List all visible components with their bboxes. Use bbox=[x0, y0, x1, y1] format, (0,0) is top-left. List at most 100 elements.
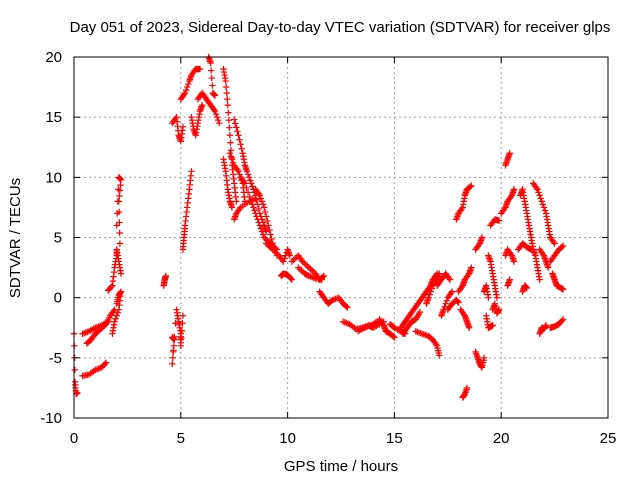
x-tick-label: 20 bbox=[493, 430, 510, 447]
data-point-marker bbox=[493, 294, 501, 301]
data-point-marker bbox=[237, 141, 244, 148]
data-point-marker bbox=[265, 222, 272, 229]
data-point-marker bbox=[212, 110, 220, 118]
data-point-marker bbox=[298, 267, 305, 274]
data-point-marker bbox=[539, 201, 547, 208]
data-point-marker bbox=[209, 82, 216, 89]
data-point-marker bbox=[247, 177, 254, 184]
data-point-marker bbox=[236, 205, 243, 213]
data-point-marker bbox=[117, 176, 125, 183]
data-point-marker bbox=[236, 136, 243, 143]
data-point-marker bbox=[258, 228, 266, 235]
data-point-marker bbox=[506, 150, 513, 157]
y-tick-label: -10 bbox=[40, 410, 62, 427]
data-point-marker bbox=[181, 89, 189, 97]
series-s8 bbox=[160, 272, 170, 289]
data-point-marker bbox=[243, 168, 251, 175]
data-point-marker bbox=[117, 270, 125, 277]
series-s30 bbox=[376, 316, 398, 341]
data-point-marker bbox=[288, 276, 296, 283]
data-point-marker bbox=[115, 198, 123, 205]
data-point-marker bbox=[177, 342, 184, 349]
series-s26 bbox=[295, 264, 325, 283]
data-point-marker bbox=[258, 198, 266, 205]
data-point-marker bbox=[116, 229, 123, 237]
data-point-marker bbox=[425, 294, 432, 301]
data-point-marker bbox=[281, 255, 288, 262]
data-point-marker bbox=[290, 256, 297, 264]
y-tick-label: -5 bbox=[49, 350, 62, 367]
series-s60 bbox=[549, 270, 567, 293]
series-s21 bbox=[231, 195, 259, 223]
data-point-marker bbox=[196, 65, 204, 73]
data-point-marker bbox=[252, 195, 259, 203]
data-point-marker bbox=[207, 59, 214, 67]
series-s29 bbox=[354, 318, 387, 335]
data-point-marker bbox=[224, 101, 231, 109]
series-s62 bbox=[547, 316, 567, 331]
data-point-marker bbox=[226, 124, 233, 131]
data-point-marker bbox=[113, 312, 120, 319]
data-point-marker bbox=[506, 276, 513, 283]
data-point-marker bbox=[463, 384, 471, 392]
data-point-marker bbox=[286, 252, 293, 259]
data-point-marker bbox=[244, 171, 252, 178]
data-point-marker bbox=[527, 246, 535, 253]
data-point-marker bbox=[526, 245, 534, 253]
data-point-marker bbox=[264, 217, 271, 225]
series-s12 bbox=[179, 168, 195, 253]
series-s10 bbox=[169, 113, 187, 145]
series-s46 bbox=[483, 312, 496, 331]
data-point-marker bbox=[178, 327, 186, 334]
data-point-marker bbox=[251, 207, 258, 214]
data-point-marker bbox=[495, 306, 503, 313]
data-point-marker bbox=[240, 178, 248, 186]
series-s22 bbox=[252, 186, 281, 259]
series-s47 bbox=[487, 216, 503, 229]
data-point-marker bbox=[254, 201, 261, 208]
data-point-marker bbox=[227, 139, 234, 146]
data-point-marker bbox=[318, 276, 325, 283]
series-s49 bbox=[489, 300, 503, 317]
data-point-marker bbox=[485, 294, 492, 301]
data-point-marker bbox=[198, 101, 206, 109]
x-tick-label: 25 bbox=[600, 430, 617, 447]
data-point-marker bbox=[213, 113, 221, 121]
data-point-marker bbox=[551, 240, 558, 247]
data-point-marker bbox=[343, 303, 350, 310]
data-point-marker bbox=[116, 187, 124, 194]
data-point-marker bbox=[288, 258, 296, 265]
data-point-marker bbox=[116, 192, 123, 200]
series-s50 bbox=[498, 186, 518, 217]
y-tick-label: 0 bbox=[54, 290, 62, 307]
series-s27 bbox=[316, 288, 351, 311]
data-point-marker bbox=[542, 322, 550, 329]
data-point-marker bbox=[102, 359, 110, 366]
series-s54 bbox=[517, 186, 543, 283]
y-tick-label: 15 bbox=[45, 109, 62, 126]
data-point-marker bbox=[427, 288, 434, 295]
data-point-marker bbox=[180, 91, 188, 98]
data-point-marker bbox=[227, 147, 235, 154]
data-point-marker bbox=[263, 213, 270, 220]
data-point-marker bbox=[235, 168, 242, 175]
data-point-marker bbox=[468, 264, 475, 271]
data-point-marker bbox=[108, 283, 115, 291]
data-point-marker bbox=[308, 267, 316, 274]
data-point-marker bbox=[416, 308, 424, 316]
data-point-marker bbox=[114, 309, 121, 316]
x-axis-label: GPS time / hours bbox=[284, 458, 398, 475]
data-point-marker bbox=[295, 264, 302, 271]
series-s32 bbox=[397, 270, 441, 331]
data-point-marker bbox=[495, 217, 503, 224]
series-s59 bbox=[536, 322, 550, 337]
data-point-marker bbox=[208, 67, 215, 74]
data-point-marker bbox=[390, 333, 397, 340]
data-point-marker bbox=[436, 352, 443, 359]
data-point-marker bbox=[510, 258, 518, 265]
data-point-marker bbox=[171, 333, 178, 340]
x-tick-label: 15 bbox=[386, 430, 403, 447]
data-point-marker bbox=[534, 186, 541, 193]
series-s11 bbox=[177, 65, 204, 103]
data-point-marker bbox=[559, 242, 567, 250]
